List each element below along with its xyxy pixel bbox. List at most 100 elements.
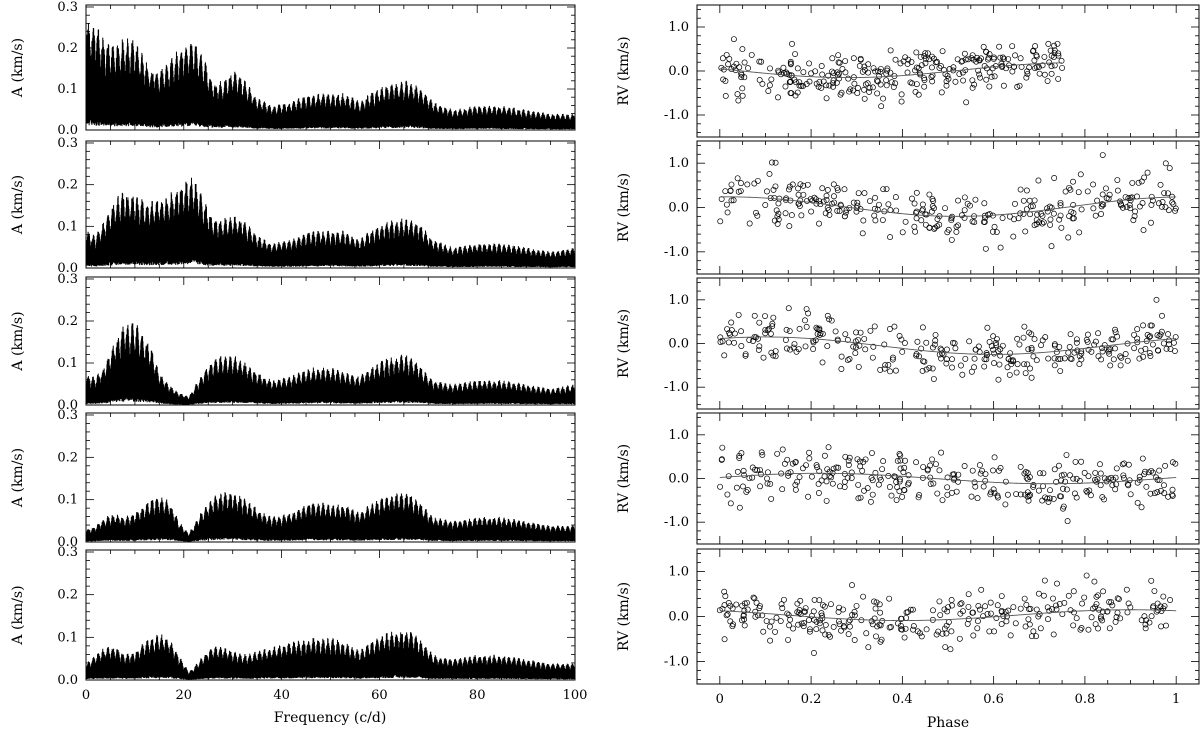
rv-point bbox=[956, 71, 963, 78]
rv-point bbox=[1036, 219, 1043, 226]
rv-point bbox=[977, 74, 984, 81]
rv-point bbox=[993, 335, 1000, 342]
rv-point bbox=[1097, 615, 1104, 622]
rv-point bbox=[949, 356, 956, 363]
rv-point bbox=[829, 68, 835, 75]
rv-point bbox=[742, 352, 749, 359]
rv-point bbox=[899, 348, 906, 355]
rv-point bbox=[1105, 195, 1112, 202]
rv-point bbox=[1115, 596, 1122, 602]
rv-point bbox=[1158, 203, 1165, 210]
amplitude-spectrum bbox=[85, 492, 576, 542]
rv-point bbox=[1099, 348, 1106, 355]
rv-point bbox=[1051, 342, 1058, 349]
rv-point bbox=[744, 487, 751, 493]
rv-point bbox=[984, 324, 991, 331]
y-tick-label: 0.3 bbox=[57, 408, 78, 423]
x-tick-label: 0 bbox=[82, 688, 90, 703]
rv-point bbox=[987, 610, 994, 617]
rv-point bbox=[1148, 201, 1155, 208]
rv-point bbox=[738, 328, 745, 335]
rv-point bbox=[948, 597, 955, 603]
rv-point bbox=[923, 366, 930, 373]
rv-point bbox=[769, 320, 776, 327]
rv-point bbox=[786, 622, 792, 629]
rv-point bbox=[822, 622, 829, 628]
rv-point bbox=[846, 617, 853, 624]
rv-point bbox=[1112, 329, 1119, 336]
rv-point bbox=[877, 609, 884, 616]
rv-point bbox=[842, 209, 849, 216]
rv-point bbox=[738, 343, 745, 349]
rv-point bbox=[786, 328, 793, 334]
rv-point bbox=[1050, 595, 1056, 602]
rv-point bbox=[1009, 68, 1016, 75]
rv-point bbox=[864, 485, 871, 492]
rv-point bbox=[939, 497, 946, 504]
rv-point bbox=[1032, 65, 1038, 72]
rv-point bbox=[910, 626, 917, 633]
periodogram-panel-1: 0.0 0.1 0.2 0.3 A (km/s) bbox=[10, 0, 576, 138]
rv-point bbox=[1167, 597, 1174, 603]
rv-point bbox=[775, 216, 782, 223]
rv-point bbox=[806, 60, 813, 67]
rv-point bbox=[1138, 178, 1145, 185]
rv-point bbox=[857, 56, 864, 63]
rv-point bbox=[1093, 601, 1100, 607]
rv-point bbox=[992, 339, 999, 346]
rv-point bbox=[877, 68, 884, 75]
periodogram-panel-2: 0.0 0.1 0.2 0.3 A (km/s) bbox=[10, 136, 576, 276]
rv-point bbox=[1090, 181, 1097, 188]
rv-point bbox=[950, 339, 956, 346]
rv-point bbox=[1038, 342, 1045, 349]
rv-point bbox=[751, 180, 758, 187]
rv-point bbox=[744, 606, 751, 613]
rv-point bbox=[1098, 203, 1105, 210]
rv-point bbox=[1033, 633, 1040, 640]
rv-point bbox=[785, 305, 792, 312]
rv-point bbox=[871, 323, 878, 330]
rv-point bbox=[1070, 202, 1077, 208]
rv-point bbox=[834, 336, 841, 343]
rv-point bbox=[996, 43, 1003, 50]
rv-point bbox=[893, 207, 900, 214]
rv-point bbox=[802, 343, 809, 350]
rv-point bbox=[969, 84, 976, 91]
rv-point bbox=[1055, 50, 1062, 57]
rv-point bbox=[1060, 485, 1066, 492]
rv-point bbox=[1172, 334, 1179, 340]
rv-point bbox=[1160, 340, 1167, 347]
rv-point bbox=[943, 356, 950, 363]
rv-point bbox=[887, 368, 893, 375]
rv-point bbox=[1028, 374, 1035, 381]
rv-point bbox=[842, 69, 849, 76]
rv-point bbox=[1005, 607, 1012, 614]
rv-point bbox=[819, 627, 826, 634]
rv-point bbox=[1099, 152, 1106, 158]
rv-point bbox=[1095, 353, 1102, 360]
rv-point bbox=[869, 84, 876, 91]
rv-point bbox=[1131, 345, 1138, 352]
rv-point bbox=[818, 85, 825, 91]
rv-point bbox=[1033, 357, 1040, 364]
rv-point bbox=[846, 623, 853, 630]
rv-point bbox=[738, 71, 745, 78]
rv-point bbox=[790, 625, 797, 632]
rv-point bbox=[855, 363, 862, 370]
rv-point bbox=[717, 334, 724, 341]
rv-point bbox=[851, 80, 858, 87]
rv-point bbox=[762, 202, 769, 208]
rv-point bbox=[867, 327, 874, 334]
rv-point bbox=[932, 461, 939, 468]
rv-point bbox=[815, 490, 822, 496]
rv-point bbox=[1027, 605, 1034, 612]
rv-point bbox=[752, 613, 759, 620]
rv-point bbox=[914, 628, 921, 635]
rv-point bbox=[1023, 601, 1030, 608]
rv-point bbox=[1091, 341, 1098, 348]
rv-point bbox=[740, 483, 746, 490]
rv-point bbox=[1142, 625, 1149, 632]
rv-point bbox=[971, 479, 978, 486]
rv-point bbox=[738, 180, 744, 187]
rv-point bbox=[1026, 474, 1033, 480]
